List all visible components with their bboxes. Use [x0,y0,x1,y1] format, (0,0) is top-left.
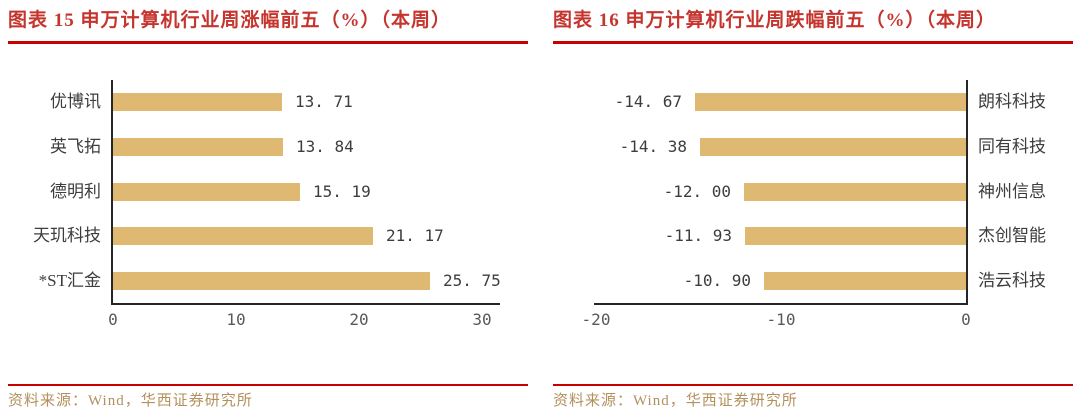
x-tick-label: 30 [472,310,492,329]
category-label: 浩云科技 [978,271,1046,290]
bar [113,93,282,111]
value-label: -14. 38 [619,137,687,156]
value-label: -10. 90 [683,271,751,290]
bar [695,93,966,111]
source-rule [8,384,528,386]
losers-bar-chart: -14. 67 朗科科技 -14. 38 同有科技 -12. 00 神州信息 -11. 93… [553,62,1073,362]
category-label: 优博讯 [50,92,101,111]
bar [113,138,283,156]
x-tick-label: -20 [581,310,611,329]
category-label: *ST汇金 [38,271,101,290]
value-label: 25. 75 [443,271,501,290]
x-axis-line [594,303,966,305]
value-label: -11. 93 [664,226,732,245]
value-label: 13. 71 [295,92,353,111]
value-label: -14. 67 [614,92,682,111]
value-label: 21. 17 [386,226,444,245]
category-label: 神州信息 [978,182,1046,201]
x-tick-label: 20 [349,310,369,329]
chart-title-gainers: 图表 15 申万计算机行业周涨幅前五（%）（本周） [8,10,452,31]
x-axis-line [113,303,500,305]
value-label: 15. 19 [313,182,371,201]
bar [745,227,966,245]
category-label: 杰创智能 [978,226,1046,245]
chart-title-losers: 图表 16 申万计算机行业周跌幅前五（%）（本周） [553,10,997,31]
bar [113,227,373,245]
x-tick-label: -10 [766,310,796,329]
panel-weekly-losers: 图表 16 申万计算机行业周跌幅前五（%）（本周） -14. 67 朗科科技 -14… [553,8,1073,412]
category-label: 同有科技 [978,137,1046,156]
title-rule [8,41,528,44]
x-tick-label: 0 [961,310,971,329]
category-label: 天玑科技 [33,226,101,245]
panel-weekly-gainers: 图表 15 申万计算机行业周涨幅前五（%）（本周） 13. 71 优博讯 13. 8… [8,8,528,412]
category-label: 朗科科技 [978,92,1046,111]
bar [113,183,300,201]
bar [764,272,966,290]
value-label: -12. 00 [663,182,731,201]
y-axis-line [111,80,113,305]
value-label: 13. 84 [296,137,354,156]
gainers-bar-chart: 13. 71 优博讯 13. 84 英飞拓 15. 19 德明利 21. 17 天玑科技 25.… [8,62,528,362]
category-label: 德明利 [50,182,101,201]
category-label: 英飞拓 [50,137,101,156]
source-note: 资料来源：Wind，华西证券研究所 [8,393,253,409]
source-rule [553,384,1073,386]
x-tick-label: 10 [226,310,246,329]
bar [700,138,966,156]
bar [744,183,966,201]
y-axis-line [966,80,968,305]
bar [113,272,430,290]
title-rule [553,41,1073,44]
x-tick-label: 0 [108,310,118,329]
source-note: 资料来源：Wind，华西证券研究所 [553,393,798,409]
